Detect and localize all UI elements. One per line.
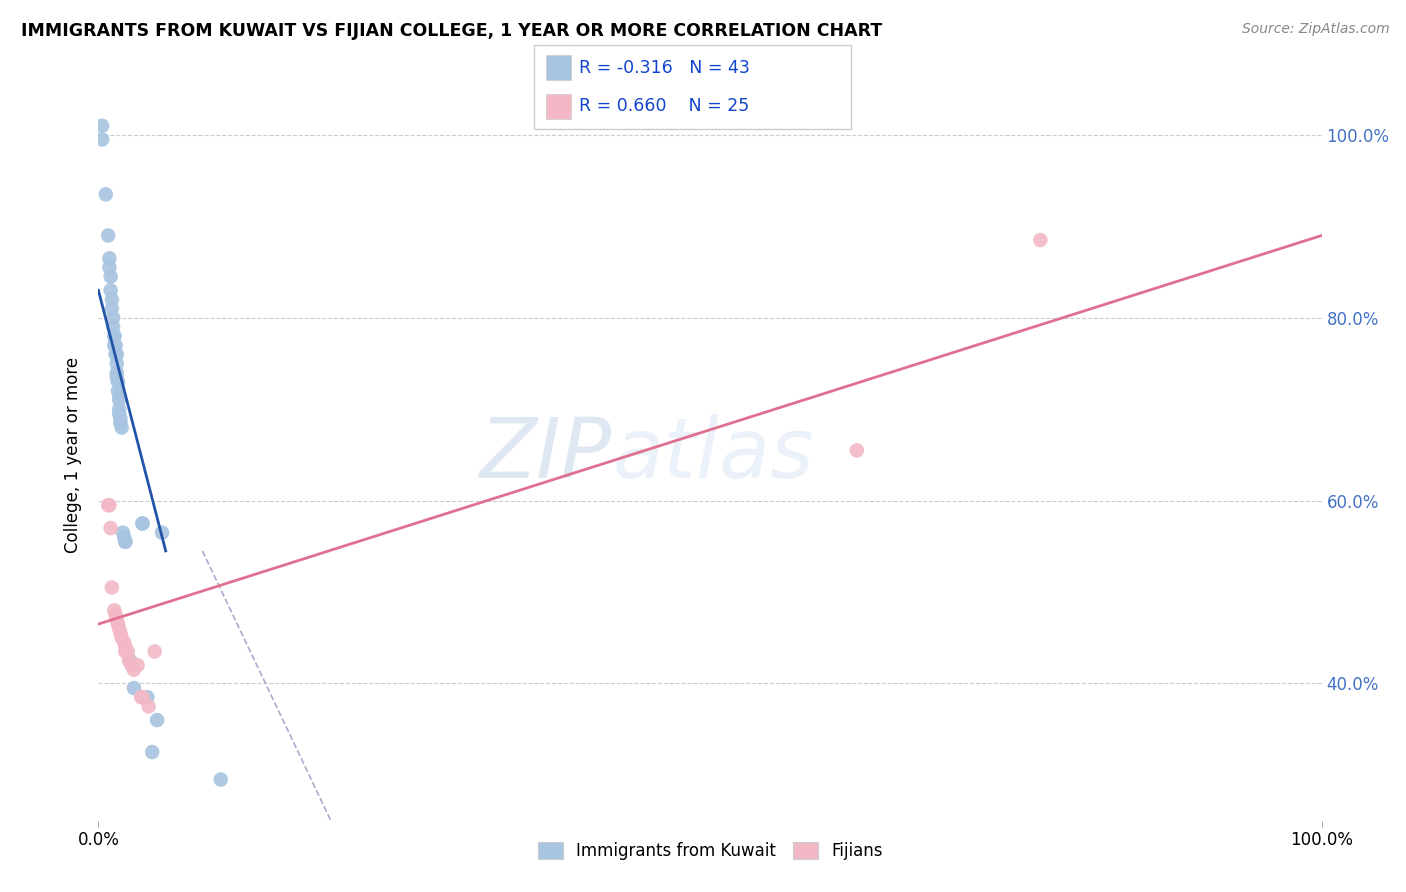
Point — [150, 525, 173, 540]
Point — [101, 301, 124, 316]
Point — [110, 411, 132, 425]
Point — [105, 347, 128, 361]
Point — [101, 293, 124, 307]
Point — [105, 366, 128, 380]
Point — [112, 635, 135, 649]
Point — [114, 640, 136, 654]
Point — [129, 690, 152, 705]
Point — [91, 132, 114, 146]
Point — [136, 690, 159, 705]
Point — [104, 347, 127, 361]
Point — [114, 644, 136, 658]
Point — [114, 534, 136, 549]
Point — [103, 338, 125, 352]
Point — [97, 228, 120, 243]
Point — [105, 613, 128, 627]
Point — [107, 375, 129, 389]
Point — [103, 329, 125, 343]
Point — [1029, 233, 1052, 247]
Point — [104, 607, 127, 622]
Point — [141, 745, 163, 759]
Point — [108, 402, 131, 417]
Point — [108, 393, 131, 408]
Point — [845, 443, 868, 458]
Point — [131, 690, 153, 705]
Point — [120, 658, 142, 673]
Point — [111, 631, 134, 645]
Legend: Immigrants from Kuwait, Fijians: Immigrants from Kuwait, Fijians — [531, 836, 889, 867]
Point — [107, 617, 129, 632]
Point — [112, 530, 135, 544]
Point — [98, 498, 121, 512]
Text: ZIP: ZIP — [481, 415, 612, 495]
Point — [110, 626, 132, 640]
Point — [103, 603, 125, 617]
Point — [111, 420, 134, 434]
Point — [100, 284, 122, 298]
Point — [97, 498, 120, 512]
Point — [127, 658, 149, 673]
Point — [94, 187, 117, 202]
Point — [105, 356, 128, 371]
Point — [110, 416, 132, 430]
Point — [131, 516, 153, 531]
Point — [117, 644, 139, 658]
Point — [108, 407, 131, 421]
Point — [98, 252, 121, 266]
Point — [111, 525, 134, 540]
Point — [146, 713, 169, 727]
Point — [105, 370, 128, 384]
Point — [101, 319, 124, 334]
Point — [100, 269, 122, 284]
Point — [101, 310, 124, 325]
Point — [100, 521, 122, 535]
Point — [131, 516, 153, 531]
Point — [103, 329, 125, 343]
Point — [101, 581, 124, 595]
Text: IMMIGRANTS FROM KUWAIT VS FIJIAN COLLEGE, 1 YEAR OR MORE CORRELATION CHART: IMMIGRANTS FROM KUWAIT VS FIJIAN COLLEGE… — [21, 22, 883, 40]
Text: atlas: atlas — [612, 415, 814, 495]
Y-axis label: College, 1 year or more: College, 1 year or more — [65, 357, 83, 553]
Point — [107, 384, 129, 398]
Point — [143, 644, 166, 658]
Point — [120, 654, 142, 668]
Point — [122, 663, 145, 677]
Point — [91, 119, 114, 133]
Point — [98, 260, 121, 275]
Point — [114, 534, 136, 549]
Point — [104, 338, 127, 352]
Point — [138, 699, 160, 714]
Point — [122, 681, 145, 695]
Point — [118, 654, 141, 668]
Text: Source: ZipAtlas.com: Source: ZipAtlas.com — [1241, 22, 1389, 37]
Point — [108, 622, 131, 636]
Point — [108, 388, 131, 402]
Text: R = 0.660    N = 25: R = 0.660 N = 25 — [579, 97, 749, 115]
Text: R = -0.316   N = 43: R = -0.316 N = 43 — [579, 59, 751, 77]
Point — [209, 772, 232, 787]
